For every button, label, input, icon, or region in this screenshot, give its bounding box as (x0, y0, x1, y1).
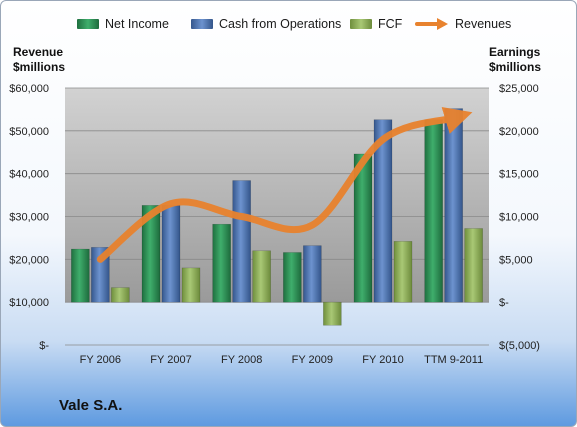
right-axis-title-line2: $millions (488, 60, 541, 74)
fcf-bar (323, 301, 342, 326)
fcf-bar (111, 287, 130, 303)
cash-from-operations-bar (373, 119, 393, 303)
fcf-bar (252, 250, 271, 303)
x-axis-ticks: FY 2006 FY 2007 FY 2008 FY 2009 FY 2010 TTM 9… (80, 354, 484, 366)
cash-from-operations-bar (161, 205, 181, 303)
right-tick-label: $- (499, 297, 509, 309)
cash-from-operations-bar (91, 247, 110, 303)
x-tick-label: FY 2008 (221, 354, 262, 366)
bar-series (71, 108, 483, 326)
left-axis-ticks: $- $10,000 $20,000 $30,000 $40,000 $50,000 $60… (9, 83, 49, 352)
left-tick-label: $50,000 (9, 126, 49, 138)
legend-label: Cash from Operations (219, 17, 342, 31)
right-axis-title-line1: Earnings (488, 45, 541, 59)
left-tick-label: $20,000 (9, 254, 49, 266)
right-tick-label: $5,000 (499, 254, 533, 266)
net-income-bar (71, 248, 90, 303)
legend-label: Revenues (455, 17, 512, 31)
grid-lines (65, 87, 489, 346)
x-tick-label: FY 2007 (150, 354, 191, 366)
net-income-bar (141, 205, 161, 303)
company-name: Vale S.A. (59, 397, 123, 414)
right-axis-title: Earnings $millions (489, 45, 541, 75)
left-tick-label: $30,000 (9, 212, 49, 224)
fcf-bar (181, 267, 201, 303)
left-tick-label: $40,000 (9, 169, 49, 181)
revenue-line-path (96, 107, 473, 263)
fcf-bar (393, 241, 413, 303)
net-income-bar (212, 223, 231, 303)
x-tick-label: FY 2006 (80, 354, 121, 366)
fcf-bar (464, 228, 483, 303)
left-axis-title-line1: Revenue (13, 45, 64, 59)
left-axis-title-line2: $millions (13, 60, 66, 74)
revenues-arrow-icon (415, 18, 448, 30)
cash-from-operations-bar (303, 245, 322, 303)
x-tick-label: FY 2009 (292, 354, 333, 366)
net-income-bar (424, 119, 443, 303)
right-tick-label: $25,000 (499, 83, 539, 95)
cash-from-operations-bar (232, 180, 251, 303)
net-income-bar (353, 153, 373, 303)
x-tick-label: FY 2010 (362, 354, 403, 366)
x-tick-label: TTM 9-2011 (424, 354, 483, 366)
net-income-bar (283, 252, 302, 303)
right-tick-label: $15,000 (499, 169, 539, 181)
left-tick-label: $60,000 (9, 83, 49, 95)
revenue-line (96, 107, 473, 263)
right-tick-label: $20,000 (499, 126, 539, 138)
left-axis-title: Revenue $millions (13, 45, 65, 75)
right-tick-label: $10,000 (499, 212, 539, 224)
legend-label: Net Income (105, 17, 169, 31)
left-tick-label: $- (39, 340, 49, 352)
right-tick-label: $(5,000) (499, 340, 540, 352)
cash-from-operations-swatch (191, 19, 213, 29)
legend-label: FCF (378, 17, 403, 31)
cash-from-operations-bar (444, 108, 463, 303)
net-income-swatch (77, 19, 99, 29)
fcf-swatch (350, 19, 372, 29)
right-axis-ticks: $(5,000) $- $5,000 $10,000 $15,000 $20,000 $25… (499, 83, 540, 352)
left-tick-label: $10,000 (9, 297, 49, 309)
